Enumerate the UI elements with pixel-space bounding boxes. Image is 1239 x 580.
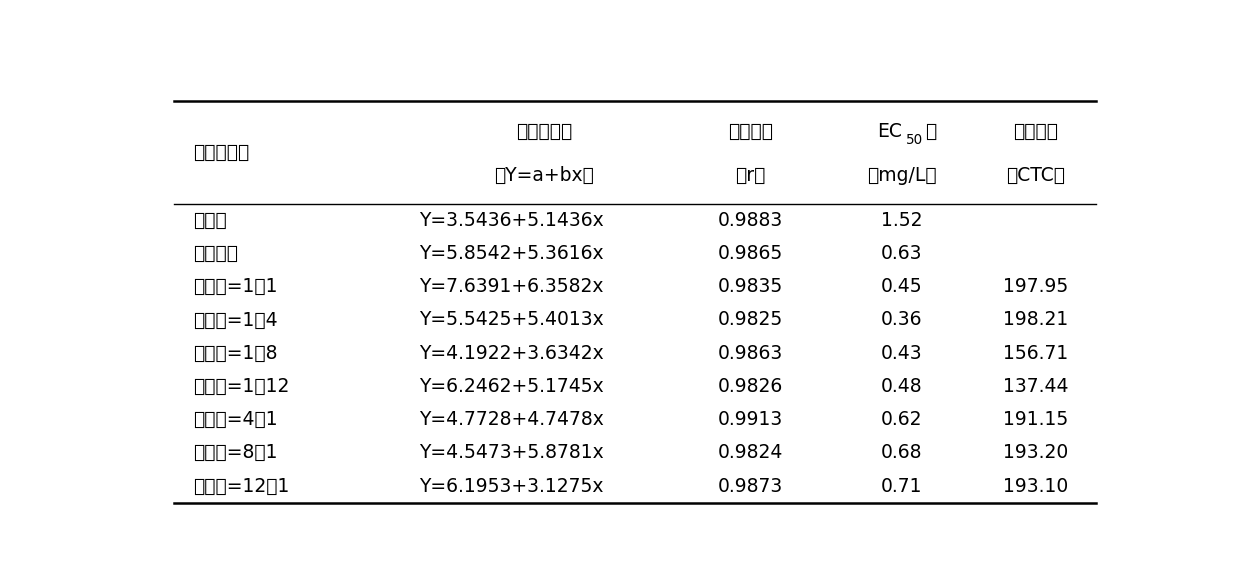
Text: 共毒系数: 共毒系数 xyxy=(1014,122,1058,141)
Text: 0.9826: 0.9826 xyxy=(717,377,783,396)
Text: 0.9883: 0.9883 xyxy=(717,211,783,230)
Text: Y=5.8542+5.3616x: Y=5.8542+5.3616x xyxy=(419,244,603,263)
Text: 0.71: 0.71 xyxy=(881,477,922,496)
Text: 50: 50 xyxy=(906,133,923,147)
Text: 0.45: 0.45 xyxy=(881,277,922,296)
Text: 氰：四=1：12: 氰：四=1：12 xyxy=(193,377,290,396)
Text: 0.9913: 0.9913 xyxy=(717,410,783,429)
Text: 0.9865: 0.9865 xyxy=(717,244,783,263)
Text: （r）: （r） xyxy=(735,166,766,186)
Text: 0.9835: 0.9835 xyxy=(717,277,783,296)
Text: 氰：四=8：1: 氰：四=8：1 xyxy=(193,444,278,462)
Text: Y=4.7728+4.7478x: Y=4.7728+4.7478x xyxy=(419,410,603,429)
Text: 0.48: 0.48 xyxy=(881,377,922,396)
Text: Y=6.1953+3.1275x: Y=6.1953+3.1275x xyxy=(419,477,603,496)
Text: 137.44: 137.44 xyxy=(1004,377,1068,396)
Text: Y=4.1922+3.6342x: Y=4.1922+3.6342x xyxy=(419,344,603,362)
Text: 氰：四=4：1: 氰：四=4：1 xyxy=(193,410,278,429)
Text: 193.10: 193.10 xyxy=(1004,477,1068,496)
Text: 0.68: 0.68 xyxy=(881,444,922,462)
Text: 191.15: 191.15 xyxy=(1004,410,1068,429)
Text: 四氟醚唑: 四氟醚唑 xyxy=(193,244,238,263)
Text: （Y=a+bx）: （Y=a+bx） xyxy=(494,166,593,186)
Text: 0.9863: 0.9863 xyxy=(717,344,783,362)
Text: 0.9824: 0.9824 xyxy=(717,444,783,462)
Text: Y=6.2462+5.1745x: Y=6.2462+5.1745x xyxy=(419,377,603,396)
Text: 0.63: 0.63 xyxy=(881,244,922,263)
Text: Y=7.6391+6.3582x: Y=7.6391+6.3582x xyxy=(419,277,603,296)
Text: 值: 值 xyxy=(926,122,937,141)
Text: 氰：四=1：1: 氰：四=1：1 xyxy=(193,277,278,296)
Text: 药剂及配比: 药剂及配比 xyxy=(193,143,249,162)
Text: （mg/L）: （mg/L） xyxy=(866,166,937,186)
Text: 氰：四=1：4: 氰：四=1：4 xyxy=(193,310,278,329)
Text: Y=5.5425+5.4013x: Y=5.5425+5.4013x xyxy=(419,310,603,329)
Text: 198.21: 198.21 xyxy=(1004,310,1068,329)
Text: 0.9873: 0.9873 xyxy=(717,477,783,496)
Text: 氰霜唑: 氰霜唑 xyxy=(193,211,227,230)
Text: （CTC）: （CTC） xyxy=(1006,166,1066,186)
Text: 氰：四=12：1: 氰：四=12：1 xyxy=(193,477,290,496)
Text: 相关系数: 相关系数 xyxy=(727,122,773,141)
Text: 氰：四=1：8: 氰：四=1：8 xyxy=(193,344,278,362)
Text: 0.9825: 0.9825 xyxy=(717,310,783,329)
Text: 197.95: 197.95 xyxy=(1004,277,1068,296)
Text: 0.36: 0.36 xyxy=(881,310,922,329)
Text: 156.71: 156.71 xyxy=(1004,344,1068,362)
Text: Y=3.5436+5.1436x: Y=3.5436+5.1436x xyxy=(419,211,603,230)
Text: 0.62: 0.62 xyxy=(881,410,922,429)
Text: 193.20: 193.20 xyxy=(1004,444,1068,462)
Text: Y=4.5473+5.8781x: Y=4.5473+5.8781x xyxy=(419,444,603,462)
Text: EC: EC xyxy=(877,122,902,141)
Text: 1.52: 1.52 xyxy=(881,211,922,230)
Text: 0.43: 0.43 xyxy=(881,344,922,362)
Text: 回归方程式: 回归方程式 xyxy=(515,122,572,141)
